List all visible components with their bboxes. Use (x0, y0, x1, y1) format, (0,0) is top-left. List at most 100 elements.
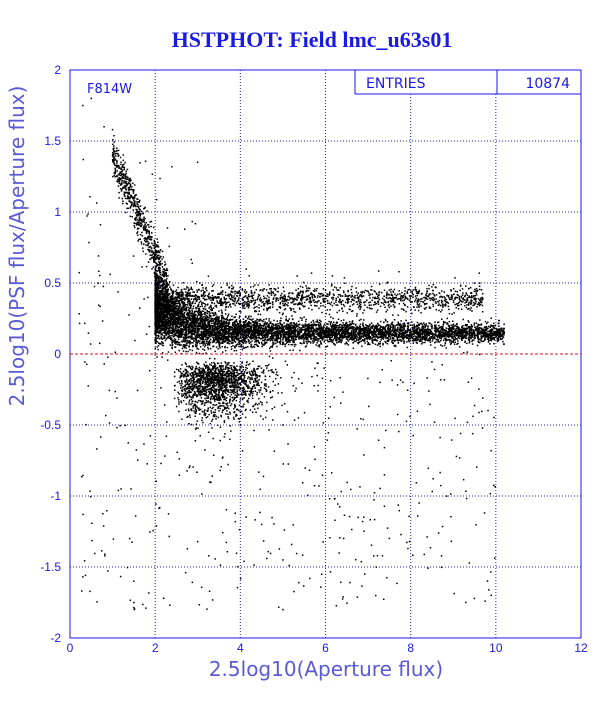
data-point (161, 279, 163, 282)
data-point (438, 324, 440, 327)
data-point (204, 344, 207, 346)
data-point (200, 326, 202, 328)
data-point (255, 323, 258, 325)
data-point (161, 340, 163, 343)
data-point (264, 321, 266, 323)
data-point (428, 340, 431, 342)
data-point (167, 351, 170, 353)
data-point (475, 322, 478, 324)
data-point (267, 330, 270, 332)
data-point (478, 333, 480, 335)
data-point (378, 324, 380, 327)
data-point (397, 322, 399, 324)
data-point (289, 335, 292, 338)
data-point (430, 330, 433, 333)
data-point (457, 340, 459, 342)
data-point (359, 327, 362, 330)
data-point (444, 321, 446, 324)
data-point (233, 340, 235, 342)
data-point (397, 326, 399, 329)
data-point (443, 335, 445, 338)
data-point (208, 319, 211, 321)
data-point (318, 346, 321, 348)
data-point (501, 332, 504, 335)
data-point (315, 331, 317, 334)
data-point (431, 332, 434, 335)
data-point (449, 341, 451, 343)
data-point (195, 313, 197, 316)
data-point (195, 346, 198, 348)
data-point (380, 330, 382, 333)
data-point (180, 300, 183, 302)
data-point (237, 327, 239, 330)
data-point (227, 341, 229, 343)
data-point (433, 333, 435, 335)
data-point (387, 331, 389, 333)
data-point (157, 286, 159, 288)
data-point (156, 282, 158, 284)
data-point (261, 324, 263, 327)
data-point (317, 323, 320, 325)
data-point (183, 338, 185, 340)
data-point (215, 341, 217, 344)
data-point (202, 316, 204, 318)
data-point (278, 341, 281, 343)
data-point (502, 340, 504, 343)
data-point (263, 324, 265, 326)
data-point (408, 340, 411, 343)
data-point (157, 337, 159, 339)
data-point (156, 334, 158, 337)
data-point (279, 323, 281, 326)
data-point (293, 324, 296, 326)
data-point (328, 338, 331, 341)
data-point (303, 340, 305, 342)
data-point (198, 311, 201, 313)
data-point (161, 316, 163, 318)
data-point (349, 337, 352, 339)
data-point (263, 331, 265, 333)
data-point (242, 324, 245, 326)
data-point (234, 322, 236, 325)
data-point (221, 323, 224, 326)
data-point (373, 336, 375, 338)
data-point (328, 320, 330, 323)
data-point (371, 330, 373, 333)
data-point (396, 338, 399, 340)
data-point (384, 340, 386, 343)
data-point (164, 315, 166, 318)
data-point (187, 323, 189, 326)
data-point (213, 318, 215, 320)
data-point (461, 325, 463, 328)
data-point (227, 324, 229, 326)
data-point (187, 315, 189, 317)
data-point (293, 331, 295, 333)
data-point (401, 326, 403, 328)
data-point (434, 321, 436, 323)
data-point (289, 341, 291, 343)
data-point (245, 326, 247, 328)
data-point (419, 339, 421, 341)
data-point (235, 338, 238, 341)
data-point (381, 337, 383, 339)
data-point (168, 337, 170, 339)
data-point (347, 336, 350, 338)
data-point (375, 327, 377, 329)
data-point (169, 286, 171, 288)
data-point (169, 321, 171, 323)
data-point (294, 326, 296, 329)
data-point (216, 324, 219, 327)
data-point (340, 332, 343, 334)
data-point (250, 318, 252, 321)
data-point (236, 343, 239, 345)
data-point (202, 319, 204, 321)
data-point (305, 318, 307, 321)
data-point (274, 331, 276, 334)
data-point (240, 335, 242, 337)
data-point (243, 339, 246, 341)
data-point (345, 331, 347, 333)
data-point (451, 326, 454, 328)
data-point (441, 318, 443, 320)
data-point (301, 329, 304, 331)
data-point (275, 334, 278, 337)
data-point (244, 338, 247, 340)
